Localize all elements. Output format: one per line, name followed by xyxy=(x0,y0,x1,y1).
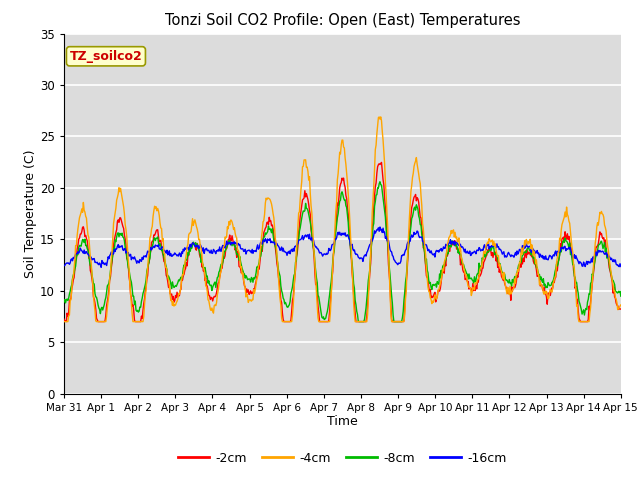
Legend: -2cm, -4cm, -8cm, -16cm: -2cm, -4cm, -8cm, -16cm xyxy=(173,447,512,469)
X-axis label: Time: Time xyxy=(327,415,358,429)
Title: Tonzi Soil CO2 Profile: Open (East) Temperatures: Tonzi Soil CO2 Profile: Open (East) Temp… xyxy=(164,13,520,28)
Text: TZ_soilco2: TZ_soilco2 xyxy=(70,50,142,63)
Y-axis label: Soil Temperature (C): Soil Temperature (C) xyxy=(24,149,37,278)
